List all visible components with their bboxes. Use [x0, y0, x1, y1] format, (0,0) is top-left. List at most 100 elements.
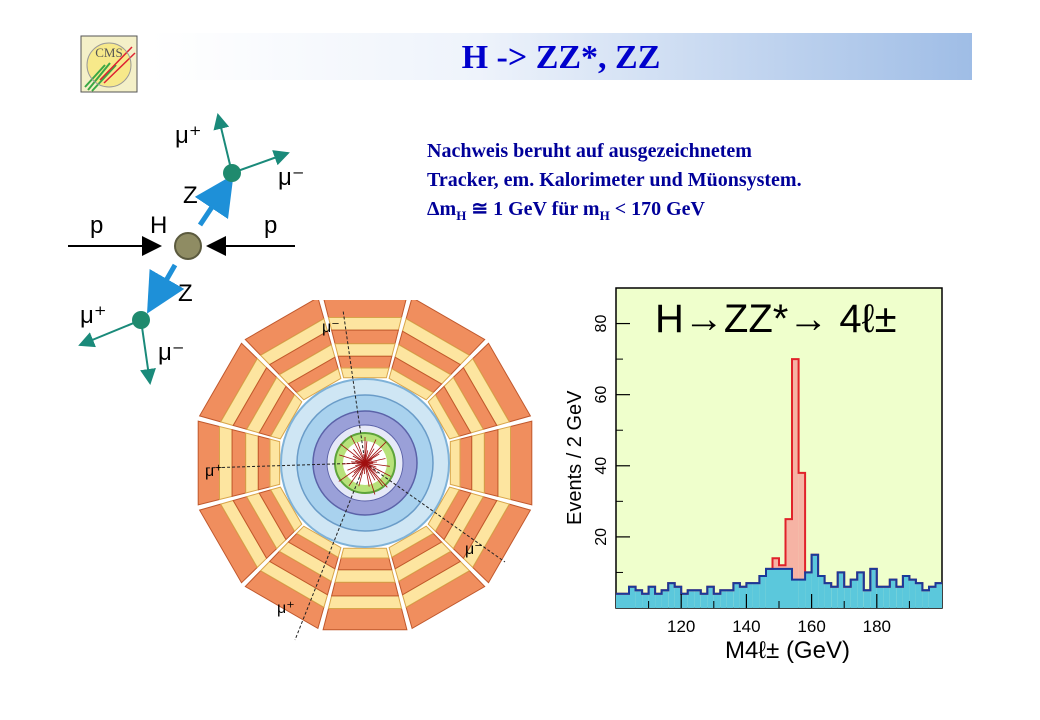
title-bar: H -> ZZ*, ZZ	[150, 33, 972, 80]
background-bar-22	[759, 576, 766, 608]
hadron-track-38	[351, 461, 366, 464]
background-bar-0	[616, 593, 623, 608]
mu-minus-bottom-line	[140, 319, 156, 385]
label-z-top: Z	[183, 182, 198, 209]
background-bar-33	[831, 586, 838, 608]
hadron-track-24	[364, 462, 376, 481]
background-bar-16	[720, 590, 727, 608]
background-bar-45	[909, 579, 916, 608]
background-bar-43	[896, 586, 903, 608]
hadron-track-33	[340, 443, 366, 464]
signal-bar-27	[792, 359, 799, 580]
muon-chamber-2-segment-5	[245, 432, 259, 494]
hadron-track-14	[348, 462, 366, 487]
background-bar-38	[863, 590, 871, 608]
outer-iron-segment-2	[322, 608, 408, 631]
y-axis-label: Events / 2 GeV	[564, 390, 586, 525]
label-mu-plus-top: μ⁺	[175, 122, 202, 149]
muon-chamber-1-segment-6	[269, 393, 303, 440]
background-bar-10	[681, 593, 688, 608]
signal-bar-24	[772, 558, 779, 569]
mass-histogram: 20 40 60 80 120 140 160 180 H→ZZ*→ 4ℓ± M4ℓ± (Ge…	[564, 287, 943, 664]
background-bar-3	[635, 590, 643, 608]
x-tick-label-3: 180	[863, 617, 891, 636]
sub-h-1: H	[456, 208, 467, 223]
hadron-track-27	[358, 462, 366, 478]
y-tick-label-1: 40	[593, 457, 610, 475]
mu-plus-bottom-line	[78, 319, 142, 348]
y-tick-label-0: 20	[593, 528, 610, 546]
hadron-track-13	[364, 458, 386, 464]
background-bar-21	[752, 583, 760, 608]
muon-chamber-3-segment-11	[497, 425, 511, 501]
page-title: H -> ZZ*, ZZ	[461, 39, 661, 76]
background-bar-9	[674, 586, 682, 608]
background-bar-46	[915, 583, 923, 608]
background-bar-42	[889, 579, 897, 608]
mass-rest: < 170 GeV	[609, 198, 705, 220]
background-bar-27	[792, 579, 799, 608]
background-outline	[616, 553, 942, 595]
background-bar-35	[844, 586, 851, 608]
hadron-track-30	[355, 462, 366, 466]
muon-track-1	[204, 462, 366, 469]
muon-chamber-1-segment-8	[340, 367, 390, 379]
muon-track-0	[342, 309, 366, 464]
hadron-track-9	[347, 462, 366, 471]
label-p-right: p	[264, 212, 277, 239]
background-bar-44	[902, 576, 910, 608]
background-bar-24	[772, 568, 779, 608]
hadron-track-20	[353, 448, 366, 464]
det-label-mu-minus-right: μ⁻	[465, 541, 483, 558]
higgs-vertex	[174, 232, 202, 260]
z-top-vertex	[223, 164, 241, 182]
z-bottom-line	[147, 263, 185, 314]
iron-1-segment-5	[257, 435, 271, 491]
background-bar-1	[622, 593, 629, 608]
hadron-track-18	[364, 441, 387, 464]
background-bar-40	[876, 586, 884, 608]
plot-title: H→ZZ*→ 4ℓ±	[655, 297, 897, 341]
delta-m: Δm	[427, 198, 457, 220]
hadron-track-28	[357, 442, 366, 464]
hadron-track-32	[364, 462, 370, 487]
background-bar-23	[766, 568, 773, 608]
background-bar-7	[661, 590, 669, 608]
decay-diagram: p p H Z Z μ⁺ μ⁻ μ⁺ μ⁻	[68, 113, 305, 385]
muon-chamber-1-segment-0	[427, 486, 461, 533]
muon-chamber-1-segment-9	[388, 367, 435, 401]
background-bar-20	[746, 583, 753, 608]
hadron-track-37	[364, 462, 388, 488]
background-bar-25	[779, 568, 786, 608]
background-bar-34	[837, 572, 845, 608]
hadron-track-35	[351, 462, 366, 478]
iron-2-segment-5	[231, 428, 247, 498]
z-bottom-vertex	[132, 311, 150, 329]
label-z-bottom: Z	[178, 280, 193, 307]
y-tick-label-2: 60	[593, 386, 610, 404]
hadron-track-23	[364, 450, 369, 464]
hadron-track-6	[358, 462, 366, 487]
background-bar-32	[824, 583, 832, 608]
mass-resolution-line: ΔmH ≅ 1 GeV für mH < 170 GeV	[427, 195, 947, 230]
background-bar-8	[668, 583, 675, 608]
hadron-track-22	[338, 462, 366, 482]
muon-chamber-3-segment-2	[327, 595, 403, 609]
background-bar-14	[707, 586, 714, 608]
muon-track-3	[294, 462, 366, 641]
background-bar-17	[726, 590, 734, 608]
muon-chamber-2-segment-8	[334, 343, 396, 357]
background-bar-15	[713, 593, 721, 608]
background-bar-4	[642, 593, 649, 608]
signal-bar-28	[798, 472, 806, 580]
hadron-track-17	[341, 462, 366, 465]
hadron-track-29	[364, 462, 391, 477]
hadron-track-7	[350, 435, 366, 464]
background-bar-6	[655, 593, 662, 608]
muon-chamber-1-segment-11	[449, 438, 461, 488]
muon-chamber-1-segment-3	[295, 525, 342, 559]
y-tick-label-3: 80	[593, 315, 610, 333]
hadron-track-21	[364, 462, 390, 467]
x-tick-label-2: 160	[797, 617, 825, 636]
hadron-track-10	[364, 439, 377, 464]
